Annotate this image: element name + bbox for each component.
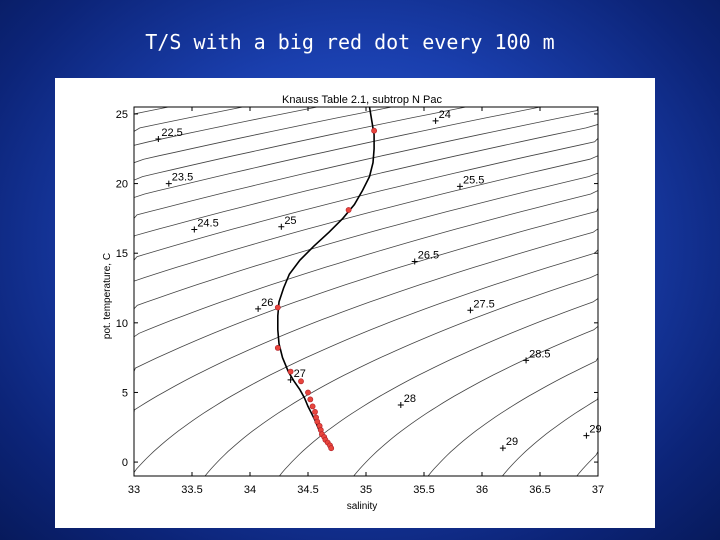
contour-label-marker <box>255 305 262 312</box>
x-tick-label: 34.5 <box>297 484 318 496</box>
contour-line <box>133 187 599 344</box>
depth-dot <box>328 445 335 452</box>
contour-label: 27.5 <box>473 298 494 310</box>
contour-label-marker <box>523 357 530 364</box>
contour-label-marker <box>155 136 162 143</box>
contour-label: 27 <box>294 368 306 380</box>
x-tick-label: 34 <box>244 484 256 496</box>
x-axis-label: salinity <box>347 501 378 512</box>
y-tick-label: 25 <box>116 109 128 121</box>
y-tick-label: 10 <box>116 318 128 330</box>
contour-label-marker <box>456 183 463 190</box>
figure-panel: Knauss Table 2.1, subtrop N Pac salinity… <box>55 78 655 528</box>
contour-line <box>204 270 599 477</box>
contour-label: 29 <box>589 424 601 436</box>
contour-line <box>576 434 599 477</box>
contour-label: 28 <box>404 393 416 405</box>
density-contours <box>133 106 599 477</box>
y-tick-label: 15 <box>116 248 128 260</box>
contour-line <box>133 246 599 476</box>
contour-line <box>133 106 541 201</box>
slide-title: T/S with a big red dot every 100 m <box>145 30 555 54</box>
contour-line <box>133 120 599 240</box>
depth-dot <box>371 127 377 134</box>
contour-line <box>133 106 466 184</box>
contour-label-marker <box>411 258 418 265</box>
contour-label: 24 <box>439 109 451 121</box>
contour-label-marker <box>191 226 198 233</box>
contour-label: 28.5 <box>529 348 550 360</box>
contour-line <box>133 106 318 149</box>
depth-dot <box>287 368 294 375</box>
x-tick-label: 37 <box>592 484 604 496</box>
contour-label-marker <box>499 445 506 452</box>
contour-label: 22.5 <box>161 127 182 139</box>
depth-dot <box>274 344 281 351</box>
x-tick-label: 35 <box>360 484 372 496</box>
contour-label-marker <box>278 223 285 230</box>
ts-chart: Knauss Table 2.1, subtrop N Pac salinity… <box>102 94 604 512</box>
contour-line <box>133 106 392 167</box>
contour-label: 26 <box>261 297 273 309</box>
depth-dot <box>309 403 316 410</box>
contour-label: 26.5 <box>418 250 439 262</box>
y-tick-label: 0 <box>122 457 128 469</box>
contour-line <box>353 319 599 477</box>
contour-label: 24.5 <box>197 218 218 230</box>
contour-label-marker <box>432 117 439 124</box>
contour-label-marker <box>583 432 590 439</box>
depth-dot <box>305 389 311 396</box>
x-tick-label: 36 <box>476 484 488 496</box>
y-axis-label: pot. temperature, C <box>102 253 113 339</box>
contour-label: 29 <box>506 436 518 448</box>
contour-label-marker <box>397 401 404 408</box>
contour-line <box>133 106 243 132</box>
depth-dot <box>345 207 352 213</box>
contour-line <box>133 169 599 313</box>
contour-line <box>133 106 599 222</box>
contour-label-marker <box>467 307 474 314</box>
contour-line <box>427 350 599 477</box>
contour-label: 25.5 <box>463 174 484 186</box>
contour-line <box>502 389 599 477</box>
x-tick-label: 36.5 <box>529 484 550 496</box>
depth-dot <box>307 396 314 403</box>
contour-label: 25 <box>284 215 296 227</box>
y-tick-label: 5 <box>122 387 128 399</box>
contour-line <box>133 138 599 264</box>
contour-label-marker <box>165 180 172 187</box>
x-tick-label: 33.5 <box>181 484 202 496</box>
x-tick-label: 35.5 <box>413 484 434 496</box>
contour-line <box>133 106 169 118</box>
depth-dot <box>274 304 281 311</box>
x-tick-label: 33 <box>128 484 140 496</box>
contour-label: 23.5 <box>172 172 193 184</box>
contour-line <box>133 207 599 379</box>
chart-title: Knauss Table 2.1, subtrop N Pac <box>282 94 443 106</box>
depth-dot <box>312 408 318 415</box>
contour-line <box>279 295 599 477</box>
depth-dot <box>298 378 304 385</box>
y-tick-label: 20 <box>116 179 128 191</box>
contour-line <box>133 225 599 424</box>
